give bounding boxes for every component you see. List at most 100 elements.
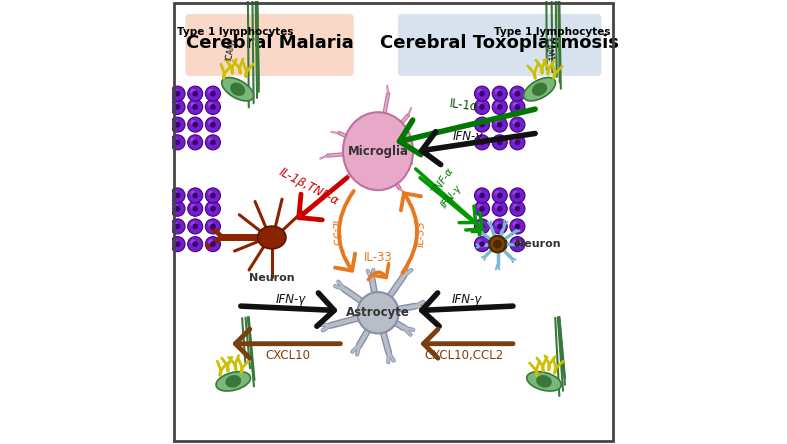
Ellipse shape: [536, 375, 552, 388]
Circle shape: [477, 222, 482, 227]
Circle shape: [187, 135, 203, 150]
Circle shape: [205, 86, 220, 101]
Circle shape: [475, 201, 490, 216]
Circle shape: [492, 117, 508, 132]
Circle shape: [492, 188, 508, 203]
Ellipse shape: [523, 78, 556, 101]
Circle shape: [510, 219, 525, 234]
Circle shape: [493, 240, 502, 249]
Circle shape: [479, 224, 485, 229]
Circle shape: [512, 204, 518, 209]
Circle shape: [172, 222, 178, 227]
Circle shape: [479, 206, 485, 212]
Circle shape: [187, 99, 203, 115]
Circle shape: [510, 188, 525, 203]
Circle shape: [190, 138, 196, 143]
Ellipse shape: [225, 375, 241, 388]
Ellipse shape: [216, 372, 250, 391]
Ellipse shape: [257, 226, 286, 249]
Circle shape: [479, 139, 485, 145]
Circle shape: [187, 219, 203, 234]
Circle shape: [208, 89, 213, 94]
Circle shape: [205, 135, 220, 150]
Circle shape: [512, 120, 518, 125]
Circle shape: [475, 135, 490, 150]
Circle shape: [495, 89, 500, 94]
Circle shape: [175, 241, 180, 247]
Circle shape: [492, 219, 508, 234]
Circle shape: [192, 206, 198, 212]
Circle shape: [510, 237, 525, 252]
Circle shape: [190, 120, 196, 125]
Circle shape: [515, 206, 520, 212]
Ellipse shape: [343, 112, 413, 190]
Circle shape: [495, 222, 500, 227]
Circle shape: [479, 91, 485, 96]
Text: ICAM1: ICAM1: [541, 36, 554, 62]
Circle shape: [175, 193, 180, 198]
Circle shape: [170, 117, 185, 132]
Circle shape: [477, 89, 482, 94]
Circle shape: [497, 224, 503, 229]
Circle shape: [477, 204, 482, 209]
Circle shape: [475, 99, 490, 115]
Circle shape: [175, 224, 180, 229]
Text: Neuron: Neuron: [515, 239, 560, 249]
Circle shape: [170, 219, 185, 234]
Circle shape: [512, 190, 518, 196]
Ellipse shape: [230, 83, 246, 96]
Circle shape: [497, 104, 503, 110]
Text: Type 1 lymphocytes: Type 1 lymphocytes: [494, 27, 611, 37]
Circle shape: [172, 102, 178, 107]
Circle shape: [495, 138, 500, 143]
Circle shape: [208, 222, 213, 227]
Circle shape: [170, 99, 185, 115]
Circle shape: [492, 135, 508, 150]
Circle shape: [190, 190, 196, 196]
Text: IL-33: IL-33: [330, 219, 341, 247]
Circle shape: [515, 193, 520, 198]
Circle shape: [172, 138, 178, 143]
Circle shape: [515, 241, 520, 247]
Circle shape: [175, 122, 180, 127]
Circle shape: [479, 104, 485, 110]
Circle shape: [515, 139, 520, 145]
Circle shape: [515, 224, 520, 229]
Circle shape: [187, 86, 203, 101]
Text: Astrocyte: Astrocyte: [346, 306, 410, 319]
Ellipse shape: [357, 292, 399, 333]
Circle shape: [479, 241, 485, 247]
Text: IFN-γ: IFN-γ: [275, 293, 306, 306]
Text: IFN-γ: IFN-γ: [453, 130, 483, 143]
Ellipse shape: [532, 83, 547, 96]
Circle shape: [187, 237, 203, 252]
Text: IL-1α: IL-1α: [449, 98, 480, 115]
Circle shape: [495, 120, 500, 125]
Circle shape: [175, 104, 180, 110]
Circle shape: [510, 117, 525, 132]
Circle shape: [495, 239, 500, 245]
Circle shape: [210, 104, 216, 110]
Circle shape: [205, 219, 220, 234]
Circle shape: [510, 99, 525, 115]
Text: IL-1β,TNF-α: IL-1β,TNF-α: [277, 165, 342, 208]
Text: Type 1 lymphocytes: Type 1 lymphocytes: [176, 27, 293, 37]
Circle shape: [210, 241, 216, 247]
FancyBboxPatch shape: [186, 14, 353, 76]
Text: Cerebral Malaria: Cerebral Malaria: [186, 34, 353, 52]
Circle shape: [205, 99, 220, 115]
Circle shape: [187, 188, 203, 203]
Circle shape: [210, 122, 216, 127]
Circle shape: [208, 138, 213, 143]
Circle shape: [492, 237, 508, 252]
Circle shape: [477, 239, 482, 245]
Text: IFN-γ: IFN-γ: [439, 183, 464, 210]
Circle shape: [515, 91, 520, 96]
Circle shape: [477, 190, 482, 196]
Text: IL-33: IL-33: [364, 251, 393, 264]
Circle shape: [170, 135, 185, 150]
Circle shape: [190, 89, 196, 94]
Circle shape: [210, 91, 216, 96]
Circle shape: [192, 224, 198, 229]
Circle shape: [172, 120, 178, 125]
